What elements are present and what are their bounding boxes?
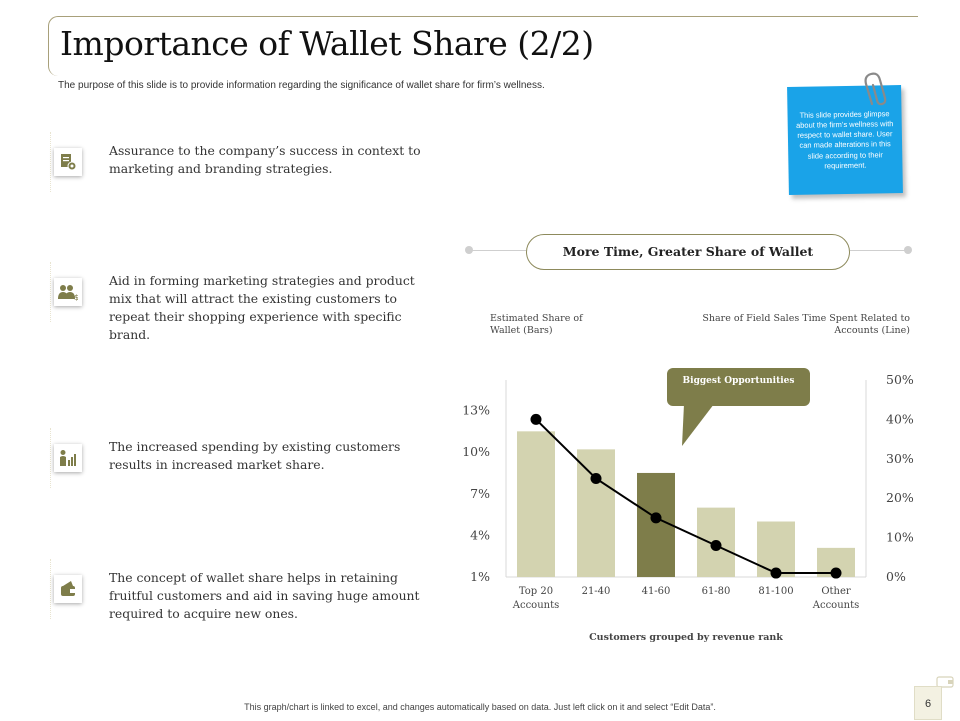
left-tick-label: 10%	[462, 444, 490, 459]
category-label: 61-80	[702, 586, 731, 597]
line-point-1	[530, 413, 542, 425]
right-tick-label: 30%	[886, 451, 914, 466]
people-dollar-icon: $	[54, 278, 82, 306]
line-series	[535, 418, 836, 575]
right-tick-label: 20%	[886, 490, 914, 505]
category-label: Accounts	[812, 600, 859, 611]
feature-item-2: $ Aid in forming marketing strategies an…	[50, 262, 430, 342]
divider	[50, 559, 52, 619]
category-label: 41-60	[642, 586, 671, 597]
line-point-6	[830, 567, 842, 579]
category-label: Other	[821, 586, 851, 597]
line-point-2	[590, 473, 602, 484]
document-gear-icon	[54, 148, 82, 176]
header-dot-left	[465, 246, 473, 254]
wallet-share-chart: 1% 4% 7% 10% 13% 0% 10% 20% 30% 40% 50% Top 20 Accou…	[462, 372, 914, 643]
left-tick-label: 4%	[470, 527, 490, 542]
category-label: Accounts	[512, 600, 559, 611]
feature-text: Aid in forming marketing strategies and …	[109, 273, 415, 342]
line-point-3	[650, 512, 662, 524]
line-point-4	[710, 539, 722, 551]
category-label: Top 20	[519, 586, 553, 597]
divider	[50, 132, 52, 192]
bar-1	[517, 431, 555, 577]
category-label: 81-100	[758, 586, 793, 597]
header-rule-right	[850, 250, 908, 251]
header-dot-right	[904, 246, 912, 254]
feature-text: Assurance to the company’s success in co…	[109, 143, 421, 176]
feature-item-1: Assurance to the company’s success in co…	[50, 132, 430, 202]
left-tick-label: 13%	[462, 403, 490, 418]
callout-tail	[682, 404, 714, 446]
feature-text: The increased spending by existing custo…	[109, 439, 401, 472]
person-chart-icon	[54, 444, 82, 472]
right-axis-label: Share of Field Sales Time Spent Related …	[702, 313, 910, 336]
x-axis-title: Customers grouped by revenue rank	[589, 632, 783, 643]
wallet-hand-icon	[54, 575, 82, 603]
page-number: 6	[914, 686, 942, 720]
title-frame	[48, 16, 918, 76]
biggest-opportunities-callout: Biggest Opportunities	[667, 368, 810, 406]
chart-header: More Time, Greater Share of Wallet	[526, 234, 850, 270]
paperclip-icon	[864, 72, 887, 106]
svg-text:$: $	[74, 293, 78, 301]
bar-2	[577, 449, 615, 577]
left-axis-label: Estimated Share of Wallet (Bars)	[490, 313, 583, 336]
page-subtitle: The purpose of this slide is to provide …	[58, 80, 545, 91]
right-tick-label: 50%	[886, 372, 914, 387]
feature-text: The concept of wallet share helps in ret…	[109, 570, 420, 621]
left-tick-label: 7%	[470, 486, 490, 501]
feature-item-3: The increased spending by existing custo…	[50, 428, 430, 498]
right-tick-label: 40%	[886, 411, 914, 426]
category-label: 21-40	[582, 586, 611, 597]
feature-item-4: The concept of wallet share helps in ret…	[50, 559, 430, 629]
left-tick-label: 1%	[470, 569, 490, 584]
right-tick-label: 10%	[886, 530, 914, 545]
right-tick-label: 0%	[886, 569, 906, 584]
bar-3	[637, 472, 675, 577]
header-rule-left	[470, 250, 526, 251]
wallet-icon	[936, 676, 954, 688]
divider	[50, 428, 52, 488]
page-title: Importance of Wallet Share (2/2)	[60, 24, 594, 63]
footer-note: This graph/chart is linked to excel, and…	[244, 702, 716, 712]
divider	[50, 262, 52, 322]
line-point-5	[770, 567, 782, 579]
